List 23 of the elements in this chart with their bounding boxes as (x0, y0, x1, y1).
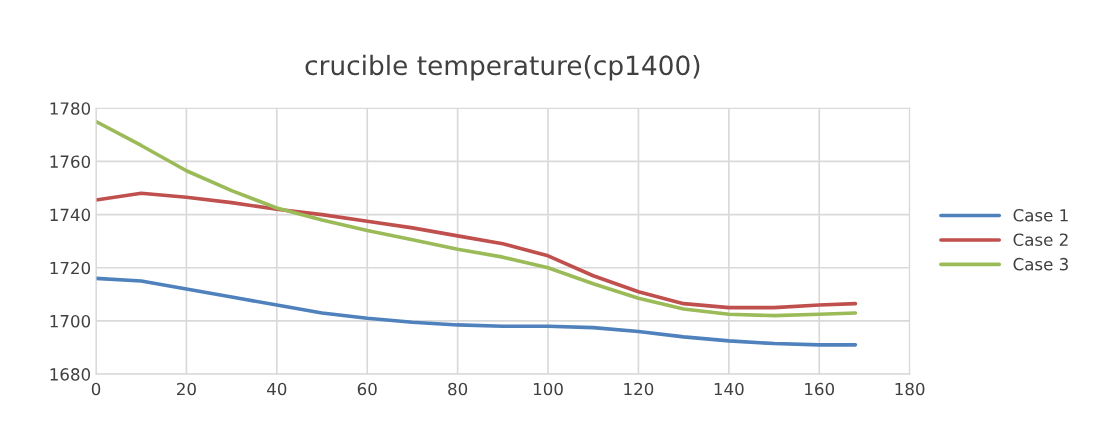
x-tick-label: 20 (177, 382, 196, 396)
chart-title: crucible temperature(cp1400) (305, 54, 700, 81)
y-tick-label: 1740 (50, 208, 91, 222)
x-tick-label: 140 (714, 382, 744, 396)
x-tick-label: 0 (91, 382, 101, 396)
line-series (96, 276, 858, 347)
y-tick-label: 1720 (50, 261, 91, 275)
y-tick-label: 1700 (50, 314, 91, 328)
y-tick-label: 1680 (50, 368, 91, 381)
x-tick-label: 120 (624, 382, 654, 396)
y-tick-label: 1780 (50, 102, 91, 115)
line-series (96, 119, 858, 318)
x-tick-label: 180 (895, 382, 925, 396)
legend-label: Case 2 (1013, 233, 1068, 247)
x-tick-label: 60 (357, 382, 377, 396)
line-series (96, 191, 858, 310)
x-tick-label: 40 (267, 382, 287, 396)
x-tick-label: 160 (805, 382, 835, 396)
y-tick-label: 1760 (50, 155, 91, 168)
legend-label: Case 3 (1013, 257, 1068, 271)
x-tick-label: 100 (533, 382, 563, 396)
x-tick-label: 80 (448, 382, 468, 396)
legend-label: Case 1 (1013, 208, 1068, 222)
